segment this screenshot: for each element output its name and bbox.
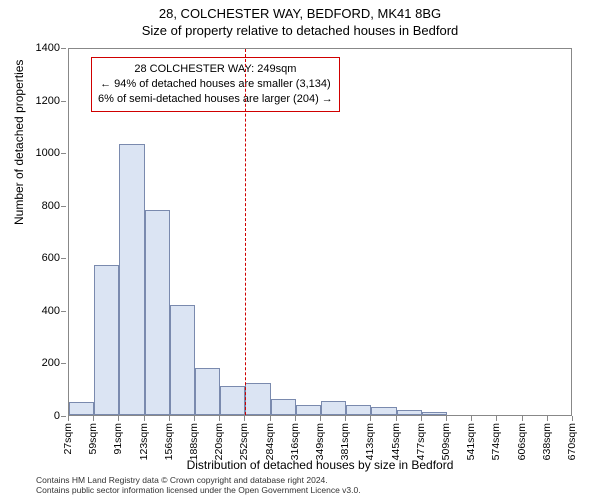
y-tick-label: 800: [42, 200, 60, 212]
y-tick-label: 600: [42, 252, 60, 264]
page-subtitle: Size of property relative to detached ho…: [0, 21, 600, 38]
y-tick-label: 1200: [36, 95, 60, 107]
x-tick-label: 91sqm: [112, 423, 124, 455]
x-tick-label: 541sqm: [465, 423, 477, 460]
footnote-line-1: Contains HM Land Registry data © Crown c…: [36, 475, 361, 486]
y-tick-label: 1000: [36, 147, 60, 159]
x-tick-label: 123sqm: [138, 423, 150, 460]
y-axis-ticks: 0200400600800100012001400: [0, 48, 66, 416]
histogram-bar: [170, 305, 195, 415]
page-title: 28, COLCHESTER WAY, BEDFORD, MK41 8BG: [0, 0, 600, 21]
marker-line: [245, 49, 246, 415]
x-tick-label: 445sqm: [390, 423, 402, 460]
histogram-plot: 28 COLCHESTER WAY: 249sqm ← 94% of detac…: [68, 48, 572, 416]
y-tick-label: 0: [54, 410, 60, 422]
x-tick-label: 606sqm: [516, 423, 528, 460]
footnote: Contains HM Land Registry data © Crown c…: [36, 475, 361, 496]
histogram-bar: [296, 405, 321, 416]
histogram-bar: [346, 405, 371, 416]
y-tick-label: 400: [42, 305, 60, 317]
histogram-bar: [220, 386, 245, 415]
x-tick-label: 574sqm: [490, 423, 502, 460]
annotation-line-3: 6% of semi-detached houses are larger (2…: [98, 92, 333, 107]
x-tick-label: 509sqm: [440, 423, 452, 460]
x-tick-label: 413sqm: [364, 423, 376, 460]
histogram-bar: [119, 144, 144, 415]
histogram-bar: [271, 399, 296, 415]
histogram-bar: [94, 265, 119, 415]
x-tick-label: 638sqm: [541, 423, 553, 460]
x-tick-label: 477sqm: [415, 423, 427, 460]
footnote-line-2: Contains public sector information licen…: [36, 485, 361, 496]
x-tick-label: 252sqm: [238, 423, 250, 460]
x-tick-label: 59sqm: [87, 423, 99, 455]
annotation-line-1: 28 COLCHESTER WAY: 249sqm: [98, 62, 333, 77]
x-tick-label: 670sqm: [566, 423, 578, 460]
x-tick-label: 284sqm: [264, 423, 276, 460]
histogram-bar: [195, 368, 220, 415]
x-axis-label: Distribution of detached houses by size …: [68, 458, 572, 472]
histogram-bar: [422, 412, 447, 415]
histogram-bar: [321, 401, 346, 415]
histogram-bar: [145, 210, 170, 415]
x-tick-label: 27sqm: [62, 423, 74, 455]
x-tick-label: 316sqm: [289, 423, 301, 460]
histogram-bar: [371, 407, 396, 415]
annotation-line-2: ← 94% of detached houses are smaller (3,…: [98, 77, 333, 92]
x-tick-label: 381sqm: [339, 423, 351, 460]
y-tick-label: 200: [42, 357, 60, 369]
x-tick-label: 156sqm: [163, 423, 175, 460]
x-tick-label: 220sqm: [213, 423, 225, 460]
annotation-box: 28 COLCHESTER WAY: 249sqm ← 94% of detac…: [91, 57, 340, 112]
histogram-bar: [69, 402, 94, 415]
y-tick-label: 1400: [36, 42, 60, 54]
histogram-bar: [245, 383, 270, 415]
x-tick-label: 188sqm: [188, 423, 200, 460]
x-tick-label: 349sqm: [314, 423, 326, 460]
histogram-bar: [397, 410, 422, 415]
